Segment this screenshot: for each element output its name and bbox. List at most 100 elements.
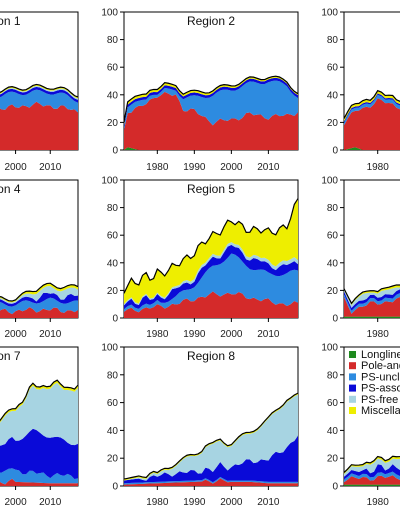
x-tick-label: 1980 <box>367 497 390 508</box>
x-tick-label: 2000 <box>220 162 243 173</box>
panel-3: 0 20 40 60 80 100 1980 <box>321 8 400 173</box>
y-tick-label: 100 <box>101 343 118 354</box>
area-pole-and-line <box>124 291 298 318</box>
area-ps-free-school <box>0 285 78 304</box>
area-ps-unclassified <box>124 477 298 485</box>
area-ps-associated <box>344 289 400 311</box>
area-ps-unclassified <box>344 94 400 126</box>
area-ps-associated <box>0 292 78 307</box>
x-tick-label: 2000 <box>220 497 243 508</box>
area-miscellaneous <box>0 283 78 303</box>
y-tick-label: 20 <box>107 454 119 465</box>
y-tick-label: 40 <box>327 426 339 437</box>
y-tick-label: 60 <box>107 231 119 242</box>
x-tick-label: 1980 <box>367 329 390 340</box>
area-pole-and-line <box>124 91 298 150</box>
legend-swatch <box>349 351 356 358</box>
area-longline <box>344 484 400 486</box>
x-tick-label: 2010 <box>39 329 62 340</box>
area-ps-unclassified <box>0 89 78 113</box>
area-ps-associated <box>0 428 78 480</box>
y-tick-label: 0 <box>332 314 338 325</box>
legend-label: PS-uncla <box>361 371 400 383</box>
y-tick-label: 80 <box>327 370 339 381</box>
x-tick-label: 1980 <box>146 497 169 508</box>
y-tick-label: 80 <box>107 35 119 46</box>
x-tick-label: 2000 <box>4 329 27 340</box>
legend-swatch <box>349 384 356 392</box>
y-tick-label: 60 <box>107 398 119 409</box>
y-tick-label: 80 <box>107 203 119 214</box>
legend-label: PS-asso <box>361 383 400 395</box>
y-tick-label: 80 <box>327 203 339 214</box>
area-pole-and-line <box>0 478 78 486</box>
y-tick-label: 80 <box>327 35 339 46</box>
area-miscellaneous <box>344 90 400 122</box>
area-ps-unclassified <box>124 253 298 313</box>
y-tick-label: 0 <box>332 146 338 157</box>
y-tick-label: 20 <box>327 118 339 129</box>
total-outline <box>343 89 400 119</box>
area-ps-free-school <box>124 394 298 481</box>
area-longline <box>344 147 400 150</box>
panel-7: 2000 2010 Region 7 <box>0 346 79 508</box>
panel-title: Region 4 <box>0 182 21 196</box>
x-tick-label: 2010 <box>257 329 280 340</box>
area-ps-associated <box>0 86 78 103</box>
panel-title: Region 7 <box>0 349 21 363</box>
area-ps-associated <box>124 435 298 484</box>
area-pole-and-line <box>124 478 298 486</box>
area-ps-free-school <box>0 85 78 100</box>
total-outline <box>343 284 400 305</box>
panel-title: Region 1 <box>0 14 21 28</box>
y-tick-label: 100 <box>321 176 338 187</box>
total-outline <box>123 75 299 123</box>
area-ps-free-school <box>124 242 298 306</box>
y-tick-label: 100 <box>321 8 338 19</box>
legend-label: Longline <box>361 349 400 361</box>
x-tick-label: 1980 <box>146 162 169 173</box>
y-tick-label: 40 <box>327 258 339 269</box>
y-tick-label: 60 <box>107 63 119 74</box>
panel-title: Region 2 <box>187 14 235 28</box>
y-tick-label: 80 <box>107 370 119 381</box>
y-tick-label: 40 <box>107 426 119 437</box>
x-tick-label: 1990 <box>183 497 206 508</box>
x-tick-label: 2010 <box>39 162 62 173</box>
panel-9: 0 20 40 60 80 100 1980 <box>321 343 400 508</box>
area-ps-unclassified <box>124 80 298 131</box>
legend-label: Miscellan <box>361 405 400 417</box>
x-tick-label: 2000 <box>220 329 243 340</box>
panel-2: 0 20 40 60 80 100 1980 1990 2000 2010 Region 2 <box>101 8 299 173</box>
area-ps-associated <box>344 464 400 480</box>
x-tick-label: 1980 <box>367 162 390 173</box>
area-ps-free-school <box>344 287 400 308</box>
area-ps-unclassified <box>344 293 400 314</box>
x-tick-label: 2000 <box>4 497 27 508</box>
y-tick-label: 20 <box>107 118 119 129</box>
area-ps-associated <box>124 244 298 310</box>
panel-1: 2000 2010 Region 1 <box>0 11 79 173</box>
y-tick-label: 0 <box>332 482 338 493</box>
y-tick-label: 0 <box>112 146 118 157</box>
x-tick-label: 2010 <box>257 162 280 173</box>
y-tick-label: 40 <box>327 90 339 101</box>
y-tick-label: 60 <box>327 231 339 242</box>
y-tick-label: 100 <box>101 176 118 187</box>
y-tick-label: 20 <box>107 286 119 297</box>
area-pole-and-line <box>344 296 400 317</box>
y-tick-label: 20 <box>327 454 339 465</box>
x-tick-label: 1990 <box>183 329 206 340</box>
x-tick-label: 2000 <box>4 162 27 173</box>
x-tick-label: 2010 <box>39 497 62 508</box>
area-pole-and-line <box>0 101 78 150</box>
legend-swatch <box>349 395 356 403</box>
y-tick-label: 20 <box>327 286 339 297</box>
y-tick-label: 100 <box>321 343 338 354</box>
total-outline <box>0 83 79 98</box>
legend-swatch <box>349 407 356 414</box>
area-miscellaneous <box>344 284 400 305</box>
legend-label: Pole-and <box>361 360 400 372</box>
panel-8: 0 20 40 60 80 100 1980 1990 2000 2010 Region 8 <box>101 343 299 508</box>
legend: LonglinePole-andPS-unclaPS-assoPS-freeMi… <box>349 349 400 417</box>
